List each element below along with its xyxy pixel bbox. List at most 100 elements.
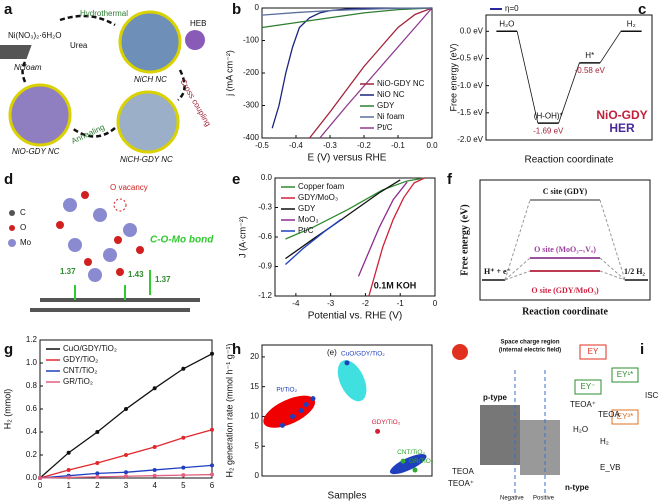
o-atoms (56, 191, 144, 276)
connector (516, 31, 539, 124)
label: EY (588, 347, 599, 356)
state-label: H₂ (627, 19, 636, 28)
plot-frame (261, 344, 433, 477)
legend-label: GR/TiO₂ (63, 377, 93, 386)
data-line (357, 181, 408, 277)
y-tick-label: -1.2 (258, 291, 272, 300)
legend-o (9, 225, 15, 231)
y-tick-label: -2.0 eV (457, 135, 483, 144)
y-tick-label: 0.0 (26, 473, 38, 482)
label: Urea (70, 41, 88, 50)
label: Ni(NO₃)₂·6H₂O (8, 31, 61, 40)
data-point (124, 407, 128, 411)
label: NiCH NC (134, 75, 167, 84)
x-tick-label: 0 (433, 299, 438, 308)
label: Annealing (70, 123, 106, 146)
data-point (95, 471, 100, 476)
x-tick-label: 1 (66, 481, 71, 490)
y-tick-label: -200 (243, 68, 260, 77)
y-tick-label: 0 (255, 471, 260, 480)
panel-label: e (232, 171, 240, 188)
vacancy (113, 198, 127, 212)
legend-label: MoO₃ (298, 215, 319, 224)
data-point (124, 453, 128, 457)
connectors (504, 199, 626, 281)
ey3-box (611, 409, 639, 425)
panel-label: a (4, 1, 13, 18)
y-tick-label: -400 (243, 133, 260, 142)
data-line (368, 177, 425, 297)
label: C (20, 208, 26, 217)
x-tick-label: -2 (362, 299, 370, 308)
label: O site (GDY/MoO₃) (531, 286, 599, 295)
data-point (303, 402, 309, 408)
label: 1.37 (60, 267, 76, 276)
data-point (279, 422, 285, 428)
label: O site (MoO₃₋ₓVₒ) (534, 245, 596, 254)
x-tick-label: -0.2 (357, 141, 371, 150)
nio-gdy-image (8, 83, 72, 147)
state-label: (H-OH)* (534, 111, 563, 120)
data-point (310, 396, 316, 402)
label: n-type (565, 483, 590, 492)
label: EY⁻ (581, 382, 596, 391)
x-tick-label: 6 (210, 481, 215, 490)
x-tick-label: 3 (124, 481, 129, 490)
label: p-type (483, 393, 508, 402)
data-point (152, 444, 157, 449)
graphene-layer (30, 298, 200, 312)
annotation: HER (609, 121, 635, 135)
data-point (95, 430, 100, 434)
y-axis-label: j (mA cm⁻²) (224, 50, 234, 97)
label: H⁺ + e⁻ (484, 267, 511, 276)
panel-label: c (638, 1, 646, 18)
label: HEB (190, 19, 206, 28)
data-point (344, 360, 350, 366)
mo-atoms (63, 198, 137, 282)
state-label: H₂O (499, 19, 514, 28)
legend-label: GDY/TiO₂ (63, 355, 98, 364)
data-line (285, 177, 425, 240)
p-type-image (480, 405, 520, 465)
data-point (181, 473, 186, 478)
y-tick-label: -300 (243, 101, 260, 110)
plot-frame (261, 7, 433, 139)
label: EY¹* (617, 370, 633, 379)
x-axis-label: Reaction coordinate (522, 306, 608, 317)
label: NiO-GDY NC (12, 147, 60, 156)
label: Space charge region (500, 340, 559, 346)
legend-label: Copper foam (298, 182, 345, 191)
data-line (261, 7, 433, 16)
y-tick-label: 1.0 (26, 358, 38, 367)
x-tick-label: 0 (38, 481, 43, 490)
legend-label: GDY (298, 204, 316, 213)
data-point (181, 465, 186, 470)
nich-image (118, 10, 182, 74)
annotation: (e) (327, 348, 337, 357)
panel-label: h (232, 341, 241, 358)
label: EY³* (617, 412, 633, 421)
frame (479, 179, 651, 301)
data-point (95, 461, 100, 466)
data-point (95, 474, 100, 479)
data-point (66, 450, 71, 455)
label: C site (GDY) (543, 187, 588, 196)
legend-label: GDY/MoO₃ (298, 193, 338, 202)
label: 1.37 (155, 275, 171, 284)
legend-label: η=0 (505, 4, 519, 13)
y-tick-label: -100 (243, 36, 260, 45)
label: E_VB (600, 463, 620, 472)
panel-f: f Free energy (eV) Reaction coordinate C… (447, 171, 651, 317)
x-axis-label: Potential vs. RHE (V) (308, 311, 402, 322)
legend-label: GDY (377, 101, 395, 110)
label: H₂O (573, 425, 588, 434)
point-label: GR/TiO₂ (409, 458, 434, 465)
label: O (20, 223, 26, 232)
data-point (181, 366, 186, 371)
connector (599, 31, 622, 64)
legend-label: NiO NC (377, 90, 405, 99)
data-point (375, 428, 381, 434)
label: Ni foam (14, 63, 42, 72)
data-point (152, 473, 157, 478)
label: TEOA (598, 410, 620, 419)
